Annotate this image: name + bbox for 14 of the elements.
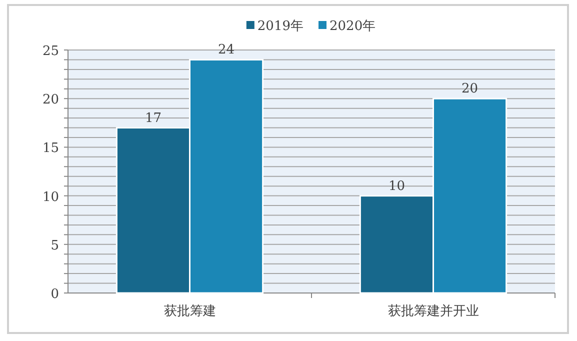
legend-label: 2019年	[257, 19, 304, 34]
y-tick-label: 20	[42, 92, 59, 108]
y-tick-label: 0	[50, 287, 59, 302]
data-label: 17	[144, 110, 162, 126]
data-label: 20	[462, 82, 478, 97]
y-tick-label: 25	[42, 44, 59, 59]
x-tick-label: 获批筹建	[164, 304, 216, 319]
x-tick-label: 获批筹建并开业	[388, 304, 479, 319]
data-label: 10	[388, 178, 405, 194]
y-tick-label: 15	[42, 141, 59, 156]
y-tick-label: 5	[50, 238, 59, 254]
legend-label: 2020年	[330, 19, 376, 34]
y-tick-label: 10	[42, 190, 59, 205]
data-label: 24	[218, 42, 235, 58]
